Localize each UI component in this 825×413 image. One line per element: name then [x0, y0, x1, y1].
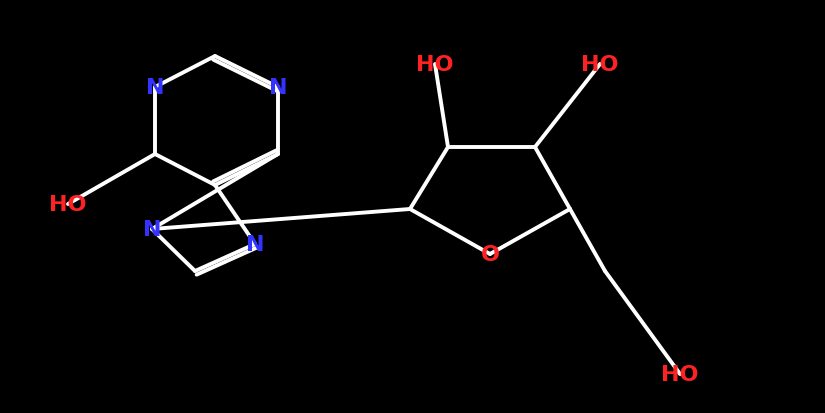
Text: HO: HO [582, 55, 619, 75]
Text: N: N [146, 78, 164, 98]
Text: O: O [480, 244, 499, 264]
Text: N: N [143, 219, 161, 240]
Text: HO: HO [417, 55, 454, 75]
Text: HO: HO [50, 195, 87, 214]
Text: HO: HO [662, 364, 699, 384]
Text: N: N [269, 78, 287, 98]
Text: N: N [246, 235, 264, 254]
